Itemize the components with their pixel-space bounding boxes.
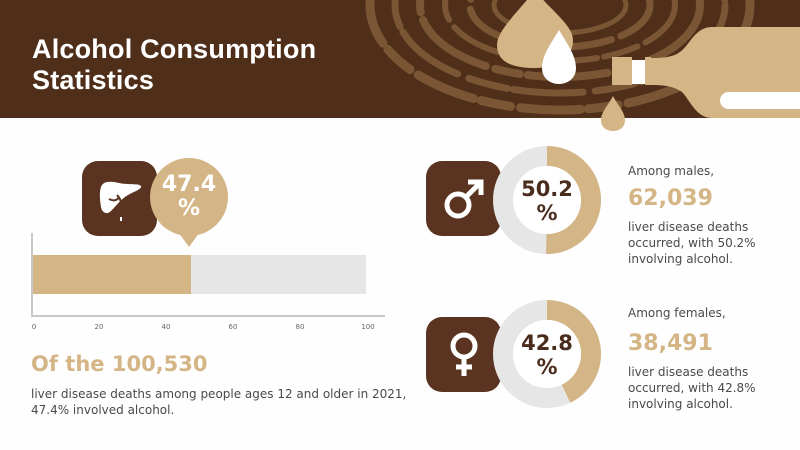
bar-fill xyxy=(33,255,191,294)
overall-headline: Of the 100,530 xyxy=(31,352,208,376)
bubble-pointer xyxy=(179,233,199,247)
overall-description: liver disease deaths among people ages 1… xyxy=(31,387,407,417)
bar-x-axis xyxy=(31,315,385,317)
male-intro: Among males, xyxy=(628,164,715,178)
female-donut-chart xyxy=(493,300,601,408)
x-tick: 0 xyxy=(31,323,37,331)
x-tick: 100 xyxy=(361,323,375,331)
female-intro: Among females, xyxy=(628,306,726,320)
header-banner: Alcohol Consumption Statistics xyxy=(0,0,800,118)
page-title: Alcohol Consumption Statistics xyxy=(32,34,317,95)
male-donut-chart xyxy=(493,146,601,254)
bar-y-axis xyxy=(31,233,33,315)
female-count: 38,491 xyxy=(628,331,713,356)
female-icon-box xyxy=(426,317,501,392)
male-percent-label: 50.2 % xyxy=(521,177,573,225)
liver-icon-box xyxy=(82,161,157,236)
male-description: liver disease deaths occurred, with 50.2… xyxy=(628,220,756,266)
bottle-icon xyxy=(612,27,800,118)
male-count: 62,039 xyxy=(628,186,713,211)
female-symbol-icon xyxy=(450,332,477,376)
male-icon-box xyxy=(426,161,501,236)
x-tick: 80 xyxy=(295,323,305,331)
x-tick: 40 xyxy=(161,323,171,331)
x-tick: 20 xyxy=(94,323,104,331)
liver-icon xyxy=(99,181,141,221)
wood-rings-decoration xyxy=(365,0,800,118)
x-tick: 60 xyxy=(228,323,238,331)
male-symbol-icon xyxy=(444,179,483,218)
female-description: liver disease deaths occurred, with 42.8… xyxy=(628,365,756,411)
overall-percent-bubble: 47.4 % xyxy=(150,158,228,236)
female-percent-label: 42.8 % xyxy=(521,331,573,379)
